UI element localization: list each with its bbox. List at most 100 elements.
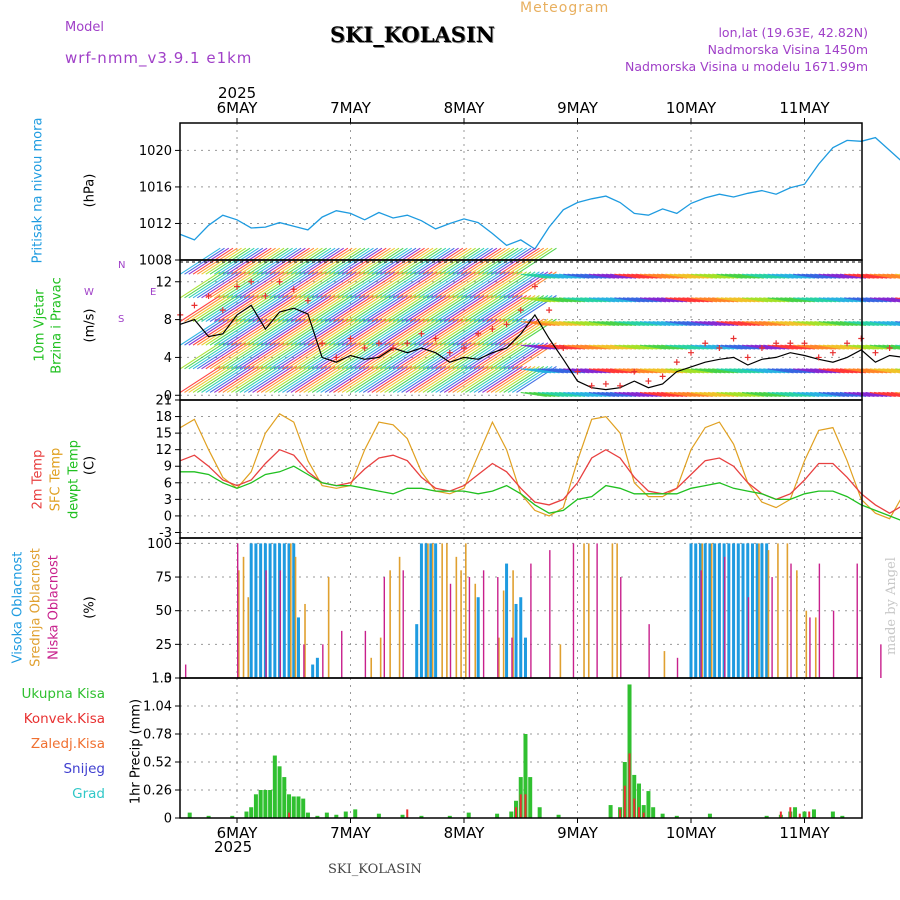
- wind-barb: [776, 344, 803, 350]
- cloud-low-bar: [880, 644, 882, 678]
- wind-barb: [362, 365, 404, 393]
- wind-barb: [835, 368, 862, 374]
- wind-barb: [341, 247, 383, 275]
- wind-barb: [767, 344, 794, 350]
- gust-marker: [333, 354, 340, 361]
- wind-barb: [699, 273, 726, 279]
- wind-barb: [443, 342, 485, 370]
- gust-marker: [773, 340, 780, 347]
- wind-barb: [358, 318, 400, 346]
- wind-barb: [179, 318, 221, 346]
- precip-total-bar: [660, 813, 665, 818]
- wind-barb: [367, 247, 408, 275]
- wind-barb: [405, 318, 447, 346]
- wind-barb: [580, 368, 607, 374]
- wind-barb: [303, 295, 344, 322]
- wind-barb: [835, 391, 862, 397]
- wind-barb: [384, 295, 425, 322]
- cloud-high-bar: [259, 543, 263, 678]
- wind-barb: [188, 318, 230, 346]
- wind-barb: [558, 297, 586, 303]
- wind-barb: [665, 273, 692, 279]
- cloud-low-bar: [549, 550, 551, 678]
- wind-barb: [754, 297, 781, 303]
- pressure-label: Pritisak na nivou mora: [30, 117, 46, 264]
- wind-barb: [256, 271, 298, 299]
- wind-barb: [469, 365, 510, 393]
- day-label-top: 9MAY: [557, 99, 599, 117]
- precip-total-bar: [528, 777, 533, 818]
- wind-barb: [397, 295, 438, 322]
- precip-total-bar: [608, 805, 613, 818]
- wind-barb: [669, 391, 696, 397]
- precip-total-bar: [253, 794, 258, 818]
- wind-barb: [593, 320, 620, 327]
- wind-barb: [384, 318, 425, 346]
- wind-barb: [720, 297, 747, 303]
- wind-barb: [222, 295, 264, 322]
- wind-barb: [678, 297, 705, 303]
- wind-barb: [724, 344, 752, 350]
- wind-barb: [477, 318, 519, 346]
- wind-barb: [844, 297, 871, 303]
- temp-2m-line: [180, 448, 900, 514]
- wind-barb: [844, 368, 871, 374]
- precip-total-bar: [811, 809, 816, 818]
- precip-total-bar: [674, 815, 679, 818]
- wind-barb: [780, 297, 807, 303]
- wind-barb: [763, 297, 790, 303]
- day-label-top: 6MAY: [217, 99, 259, 117]
- cloud-low-bar: [184, 664, 187, 678]
- wind-barb: [567, 320, 594, 327]
- wind-barb: [831, 320, 858, 327]
- wind-barb: [541, 391, 569, 397]
- wind-barb: [405, 247, 447, 275]
- wind-barb: [214, 295, 255, 322]
- ytick-label-wind: 12: [155, 275, 172, 290]
- wind-barb: [571, 297, 598, 303]
- wind-barb: [418, 247, 459, 275]
- wind-barb: [720, 391, 747, 397]
- cloud-high-bar: [292, 543, 296, 678]
- gust-marker: [347, 335, 354, 342]
- wind-barb: [593, 273, 620, 279]
- gust-marker: [361, 344, 368, 351]
- wind-barb: [835, 273, 862, 279]
- wind-barb: [341, 271, 383, 299]
- gust-marker: [602, 380, 609, 387]
- cloud-high-bar: [689, 543, 693, 678]
- wind-barb: [341, 295, 383, 322]
- wind-barb: [294, 342, 336, 370]
- precip-total-bar: [537, 807, 542, 818]
- wind-barb: [333, 318, 374, 346]
- wind-barb: [601, 320, 628, 327]
- wind-barb: [890, 320, 900, 324]
- wind-barb: [431, 247, 472, 275]
- wind-barb: [644, 344, 671, 350]
- wind-barb: [231, 295, 272, 322]
- wind-barb: [482, 365, 523, 393]
- wind-barb: [333, 271, 374, 299]
- wind-barb: [269, 318, 310, 346]
- wind-barb: [188, 271, 230, 299]
- cloud-low-bar: [482, 570, 485, 678]
- wind-barb: [827, 391, 854, 397]
- wind-barb: [205, 271, 247, 299]
- wind-barb: [507, 247, 549, 275]
- wind-barb: [435, 295, 476, 322]
- precip-total-bar: [230, 815, 235, 818]
- wind-barb: [524, 368, 552, 374]
- wind-barb: [265, 247, 306, 275]
- cloud-mid-bar: [398, 556, 401, 678]
- precip-total-bar: [258, 790, 263, 818]
- gust-marker: [503, 321, 510, 328]
- wind-barb: [580, 344, 607, 350]
- wind-barb: [669, 273, 696, 279]
- model-label: Model: [65, 20, 105, 35]
- wind-barb: [375, 295, 417, 322]
- wind-barb: [750, 320, 777, 327]
- cloud-low-bar: [265, 570, 267, 678]
- wind-barb: [299, 342, 340, 370]
- precip-total-bar: [641, 805, 646, 818]
- wind-barb: [196, 342, 238, 370]
